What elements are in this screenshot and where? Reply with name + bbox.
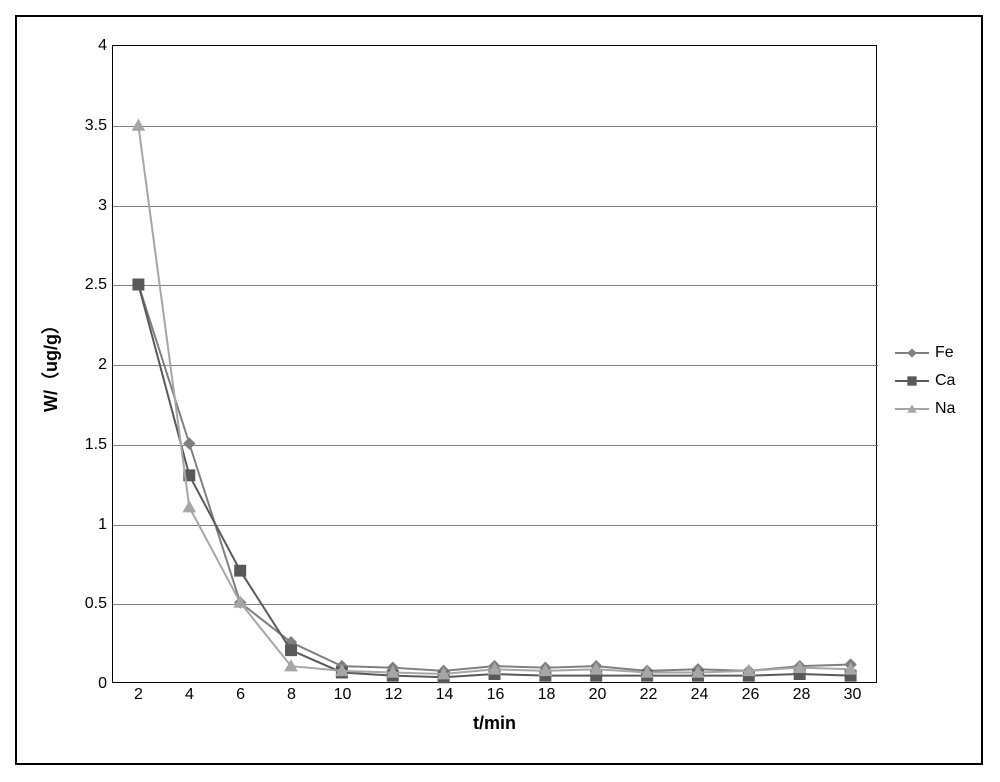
series-marker-Fe (184, 438, 195, 449)
y-tick-label: 3 (98, 197, 113, 215)
x-tick-label: 2 (134, 682, 143, 704)
chart-frame: 00.511.522.533.5424681012141618202224262… (15, 15, 983, 765)
plot-area: 00.511.522.533.5424681012141618202224262… (112, 45, 877, 683)
x-tick-label: 6 (236, 682, 245, 704)
y-tick-label: 3.5 (85, 117, 113, 135)
y-tick-label: 4 (98, 37, 113, 55)
y-tick-label: 2.5 (85, 276, 113, 294)
x-tick-label: 18 (538, 682, 556, 704)
series-marker-Na (132, 120, 144, 131)
x-tick-label: 4 (185, 682, 194, 704)
series-line-Na (138, 126, 850, 675)
legend-label: Na (935, 400, 955, 418)
plot-svg (113, 46, 876, 682)
legend-item-Fe: Fe (895, 342, 955, 364)
x-tick-label: 24 (691, 682, 709, 704)
legend-label: Fe (935, 344, 954, 362)
legend-item-Ca: Ca (895, 370, 955, 392)
x-tick-label: 8 (287, 682, 296, 704)
legend-swatch (895, 346, 929, 360)
x-axis-label: t/min (473, 713, 516, 734)
x-tick-label: 20 (589, 682, 607, 704)
x-tick-label: 16 (487, 682, 505, 704)
y-tick-label: 2 (98, 356, 113, 374)
series-marker-Ca (286, 645, 297, 656)
x-tick-label: 12 (385, 682, 403, 704)
legend: Fe Ca Na (895, 342, 955, 426)
x-tick-label: 30 (844, 682, 862, 704)
series-line-Ca (138, 285, 850, 678)
series-marker-Na (183, 501, 195, 512)
series-marker-Ca (133, 279, 144, 290)
legend-swatch (895, 402, 929, 416)
x-tick-label: 14 (436, 682, 454, 704)
x-tick-label: 22 (640, 682, 658, 704)
y-tick-label: 0 (98, 675, 113, 693)
legend-label: Ca (935, 372, 955, 390)
y-tick-label: 1 (98, 516, 113, 534)
y-tick-label: 0.5 (85, 595, 113, 613)
y-axis-label: W/（ug/g） (37, 316, 63, 412)
x-tick-label: 26 (742, 682, 760, 704)
series-line-Fe (138, 285, 850, 671)
legend-swatch (895, 374, 929, 388)
x-tick-label: 28 (793, 682, 811, 704)
series-marker-Ca (235, 565, 246, 576)
y-tick-label: 1.5 (85, 436, 113, 454)
x-tick-label: 10 (334, 682, 352, 704)
legend-item-Na: Na (895, 398, 955, 420)
